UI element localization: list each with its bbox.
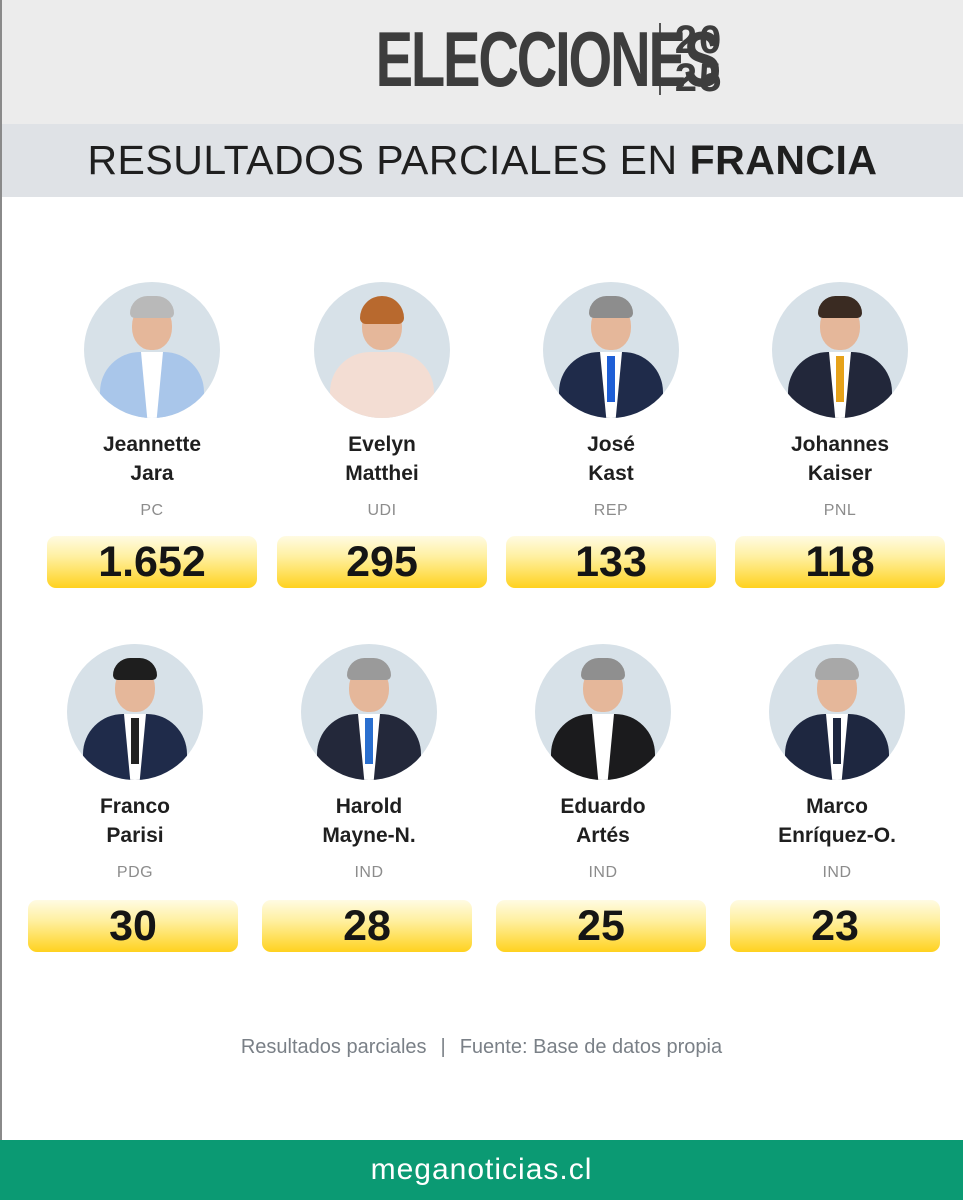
vote-count: 133	[506, 536, 716, 588]
vote-count: 25	[496, 900, 706, 952]
candidate-last-name: Jara	[130, 462, 174, 485]
candidate-party: UDI	[367, 502, 397, 519]
footer-bar: meganoticias.cl	[0, 1140, 963, 1200]
elections-logo: ELECCIONES 20 25	[2, 14, 963, 104]
candidate-photo	[84, 282, 220, 418]
candidate-photo	[772, 282, 908, 418]
site-name: meganoticias.cl	[370, 1153, 593, 1186]
logo-word: ELECCIONES	[375, 15, 721, 103]
logo-divider	[658, 23, 661, 95]
candidate-card: Marco Enríquez-O. IND 23	[722, 644, 952, 952]
candidate-last-name: Mayne-N.	[322, 824, 416, 847]
logo-year-top: 20	[674, 18, 724, 62]
logo-year: 20 25	[674, 18, 724, 100]
candidate-photo	[535, 644, 671, 780]
candidate-party: IND	[354, 864, 384, 881]
vote-count: 295	[277, 536, 487, 588]
vote-count: 28	[262, 900, 472, 952]
candidate-party: IND	[822, 864, 852, 881]
note-results: Resultados parciales	[240, 1036, 427, 1058]
note-source: Fuente: Base de datos propia	[459, 1036, 723, 1058]
note-separator: |	[440, 1036, 446, 1058]
vote-count: 23	[730, 900, 940, 952]
logo-year-bottom: 25	[674, 56, 724, 100]
candidate-first-name: Harold	[335, 795, 403, 818]
candidate-card: Evelyn Matthei UDI 295	[267, 282, 497, 588]
subtitle-banner: RESULTADOS PARCIALES EN FRANCIA	[2, 124, 963, 197]
candidate-last-name: Matthei	[345, 462, 419, 485]
candidate-photo	[67, 644, 203, 780]
page-title: RESULTADOS PARCIALES EN FRANCIA	[87, 137, 877, 184]
candidate-card: Harold Mayne-N. IND 28	[254, 644, 484, 952]
candidate-party: PDG	[116, 864, 154, 881]
vote-count: 1.652	[47, 536, 257, 588]
candidate-photo	[301, 644, 437, 780]
vote-count: 118	[735, 536, 945, 588]
candidate-last-name: Artés	[576, 824, 630, 847]
source-note: Resultados parciales | Fuente: Base de dat…	[0, 1036, 963, 1059]
candidate-last-name: Enríquez-O.	[778, 824, 896, 847]
candidate-card: Johannes Kaiser PNL 118	[725, 282, 955, 588]
candidate-first-name: Jeannette	[102, 433, 202, 456]
vote-count: 30	[28, 900, 238, 952]
candidate-photo	[543, 282, 679, 418]
title-prefix: RESULTADOS PARCIALES EN	[87, 137, 678, 183]
candidate-first-name: José	[587, 433, 635, 456]
candidate-last-name: Kast	[588, 462, 634, 485]
candidate-first-name: Johannes	[790, 433, 890, 456]
candidate-first-name: Franco	[99, 795, 170, 818]
candidate-card: Franco Parisi PDG 30	[20, 644, 250, 952]
candidate-last-name: Parisi	[106, 824, 164, 847]
candidate-card: Eduardo Artés IND 25	[488, 644, 718, 952]
candidate-last-name: Kaiser	[807, 462, 873, 485]
candidate-party: IND	[588, 864, 618, 881]
candidate-party: PC	[140, 502, 164, 519]
header-banner: ELECCIONES 20 25	[2, 0, 963, 124]
candidate-first-name: Evelyn	[348, 433, 416, 456]
candidate-party: PNL	[823, 502, 857, 519]
candidate-card: Jeannette Jara PC 1.652	[37, 282, 267, 588]
title-country: FRANCIA	[689, 137, 878, 183]
candidate-first-name: Marco	[806, 795, 868, 818]
candidate-photo	[769, 644, 905, 780]
candidate-first-name: Eduardo	[560, 795, 646, 818]
candidate-photo	[314, 282, 450, 418]
candidate-party: REP	[593, 502, 629, 519]
candidate-card: José Kast REP 133	[496, 282, 726, 588]
